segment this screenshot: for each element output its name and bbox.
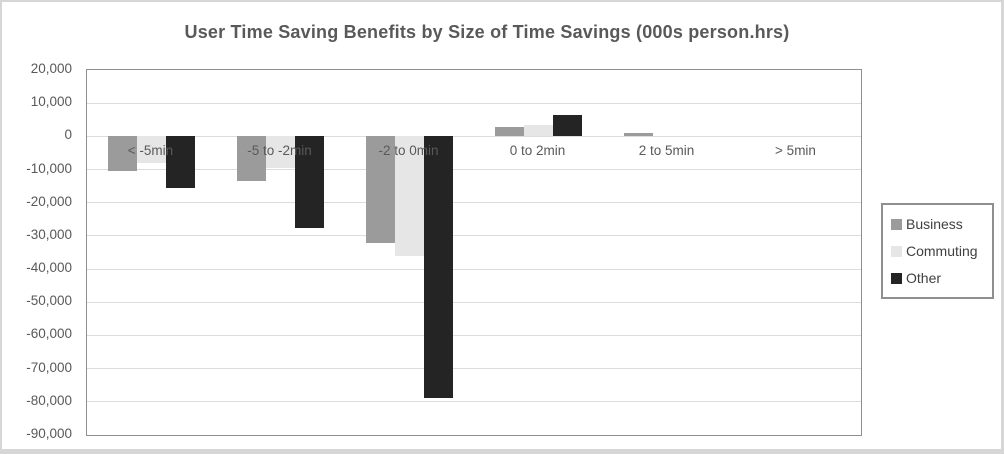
legend-swatch-icon: [891, 272, 902, 284]
bar-commuting-0: [137, 136, 166, 163]
y-tick-label: 0: [64, 127, 72, 143]
y-tick-label: -90,000: [26, 426, 72, 441]
y-tick-label: -20,000: [26, 193, 72, 209]
bar-other-3: [553, 114, 582, 137]
gridline: [87, 102, 861, 104]
gridline: [87, 169, 861, 171]
y-tick-label: -10,000: [26, 160, 72, 176]
bar-commuting-2: [395, 136, 424, 256]
gridline: [87, 268, 861, 270]
legend: Business Commuting Other: [881, 203, 994, 299]
chart-title: User Time Saving Benefits by Size of Tim…: [184, 22, 790, 42]
gridline: [87, 301, 861, 303]
y-tick-label: -40,000: [26, 260, 72, 276]
y-tick-label: -80,000: [26, 392, 72, 408]
legend-item-business: Business: [891, 216, 992, 232]
y-tick-label: -30,000: [26, 226, 72, 242]
bar-commuting-1: [266, 136, 295, 168]
bar-other-2: [424, 136, 453, 399]
gridline: [87, 401, 861, 403]
legend-label: Other: [906, 270, 942, 286]
y-tick-label: 20,000: [30, 61, 72, 76]
plot-area: [86, 69, 862, 436]
bar-commuting-3: [524, 124, 553, 137]
bar-other-1: [295, 136, 324, 228]
gridline: [87, 235, 861, 237]
y-tick-label: -50,000: [26, 293, 72, 309]
bar-business-3: [495, 127, 524, 137]
legend-item-commuting: Commuting: [891, 243, 992, 259]
bar-business-4: [624, 133, 653, 137]
bar-business-1: [237, 136, 266, 182]
legend-item-other: Other: [891, 270, 992, 286]
gridline: [87, 202, 861, 204]
y-tick-label: -70,000: [26, 359, 72, 375]
bar-other-0: [166, 136, 195, 188]
legend-swatch-icon: [891, 245, 902, 257]
y-tick-label: -60,000: [26, 326, 72, 342]
bar-business-0: [108, 136, 137, 172]
legend-label: Commuting: [906, 243, 978, 259]
bar-business-2: [366, 136, 395, 243]
gridline: [87, 135, 861, 137]
y-tick-label: 10,000: [30, 94, 72, 110]
legend-label: Business: [906, 216, 963, 232]
y-axis: 20,000 10,000 0 -10,000 -20,000 -30,000 -40,00…: [2, 2, 78, 449]
gridline: [87, 334, 861, 336]
gridline: [87, 368, 861, 370]
legend-swatch-icon: [891, 218, 902, 230]
